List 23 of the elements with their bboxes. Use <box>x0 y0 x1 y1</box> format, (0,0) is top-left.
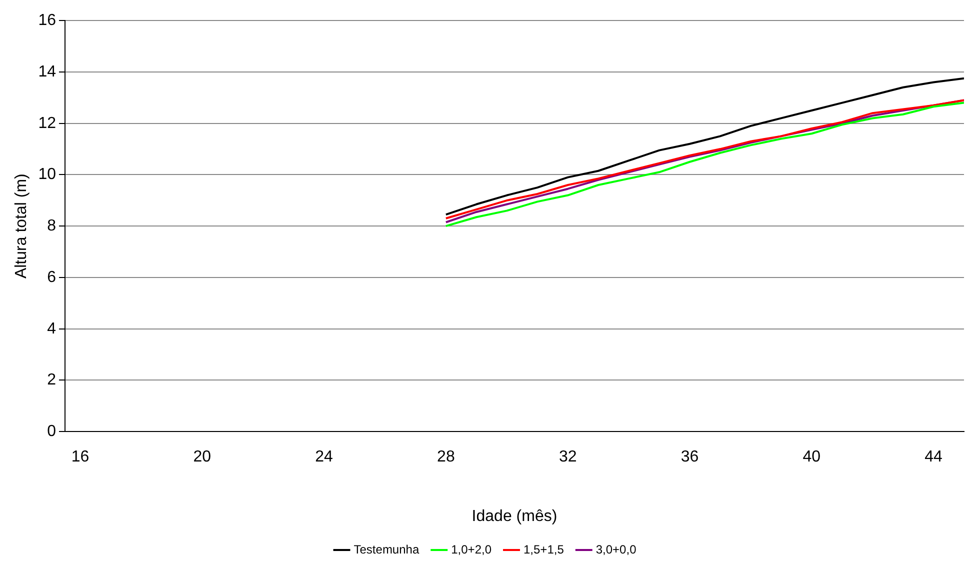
y-tick-label: 14 <box>38 63 56 80</box>
y-tick-label: 10 <box>38 166 56 184</box>
y-tick-label: 0 <box>47 423 56 440</box>
x-tick-label: 28 <box>437 448 455 466</box>
y-tick-label: 12 <box>38 114 56 132</box>
x-tick-label: 44 <box>924 448 943 466</box>
y-axis-title: Altura total (m) <box>13 174 30 279</box>
legend-label: 1,0+2,0 <box>451 542 492 556</box>
x-tick-label: 16 <box>71 448 90 466</box>
y-tick-label: 16 <box>38 12 56 30</box>
x-tick-label: 32 <box>558 448 577 466</box>
y-tick-label: 6 <box>47 268 56 286</box>
legend-label: Testemunha <box>354 542 420 556</box>
legend-label: 3,0+0,0 <box>596 542 637 556</box>
x-tick-label: 24 <box>315 448 334 466</box>
x-tick-label: 40 <box>802 448 821 466</box>
x-tick-label: 20 <box>193 448 212 466</box>
x-tick-label: 36 <box>680 448 699 466</box>
y-tick-label: 2 <box>47 372 56 389</box>
y-tick-label: 8 <box>47 218 56 235</box>
legend-label: 1,5+1,5 <box>524 542 564 556</box>
x-axis-title: Idade (mês) <box>472 508 558 525</box>
y-tick-label: 4 <box>47 320 56 338</box>
